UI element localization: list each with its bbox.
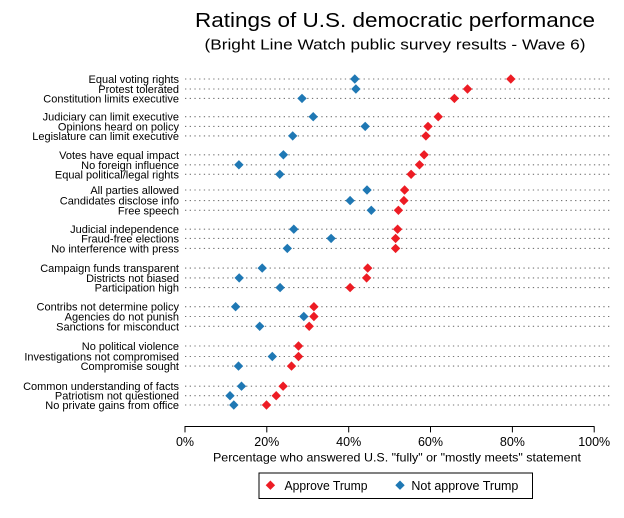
svg-text:Candidates disclose info: Candidates disclose info [60,196,179,208]
svg-text:Agencies do not punish: Agencies do not punish [65,312,179,324]
svg-text:Opinions heard on policy: Opinions heard on policy [58,121,180,133]
svg-text:Compromise sought: Compromise sought [81,361,179,373]
svg-text:Common understanding of facts: Common understanding of facts [23,381,179,393]
svg-text:100%: 100% [578,435,610,449]
svg-text:Investigations not compromised: Investigations not compromised [24,352,179,364]
svg-text:Free speech: Free speech [118,205,179,217]
svg-text:Votes have equal impact: Votes have equal impact [59,150,179,162]
svg-text:20%: 20% [254,435,279,449]
svg-text:Campaign funds transparent: Campaign funds transparent [40,263,179,275]
svg-text:Contribs not determine policy: Contribs not determine policy [37,302,180,314]
svg-text:Patriotism not questioned: Patriotism not questioned [55,391,179,403]
svg-text:Not approve Trump: Not approve Trump [411,479,518,493]
svg-text:Legislature can limit executiv: Legislature can limit executive [32,131,179,143]
svg-text:Judiciary can limit executive: Judiciary can limit executive [43,112,179,124]
svg-text:Sanctions for misconduct: Sanctions for misconduct [56,321,179,333]
svg-text:60%: 60% [418,435,443,449]
svg-text:Ratings of U.S. democratic per: Ratings of U.S. democratic performance [195,10,595,32]
svg-text:80%: 80% [500,435,525,449]
svg-text:Judicial independence: Judicial independence [70,224,179,236]
svg-text:No interference with press: No interference with press [51,243,179,255]
svg-text:No political violence: No political violence [82,341,179,353]
svg-text:Districts not biased: Districts not biased [86,273,179,285]
svg-text:Fraud-free elections: Fraud-free elections [81,233,179,245]
svg-text:Approve Trump: Approve Trump [285,479,368,493]
svg-text:All parties allowed: All parties allowed [90,185,179,197]
svg-text:(Bright Line Watch public surv: (Bright Line Watch public survey results… [205,36,586,53]
svg-text:No private gains from office: No private gains from office [45,400,179,412]
svg-text:40%: 40% [336,435,361,449]
svg-text:Equal voting rights: Equal voting rights [89,74,180,86]
svg-text:Equal political/legal rights: Equal political/legal rights [55,169,180,181]
svg-text:No foreign influence: No foreign influence [81,160,179,172]
svg-text:Constitution limits executive: Constitution limits executive [43,93,179,105]
svg-text:Participation high: Participation high [95,283,179,295]
svg-text:Protest tolerated: Protest tolerated [98,84,179,96]
svg-text:Percentage who answered U.S. ": Percentage who answered U.S. "fully" or … [213,451,582,465]
svg-text:0%: 0% [176,435,194,449]
